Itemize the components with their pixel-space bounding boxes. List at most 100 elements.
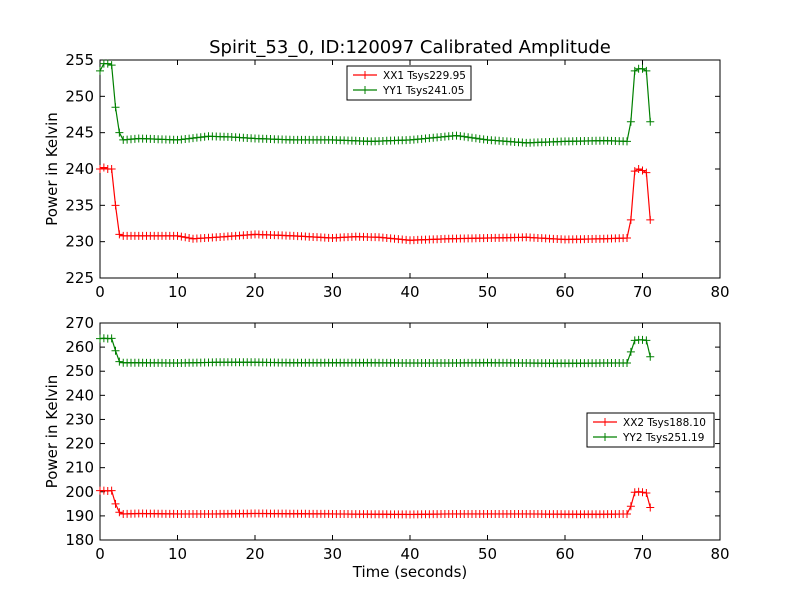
y-axis-label: Power in Kelvin	[43, 112, 61, 226]
data-point-marker	[626, 215, 635, 224]
x-tick-label: 60	[555, 545, 574, 563]
data-point-marker	[479, 135, 488, 144]
y-tick-label: 240	[65, 160, 94, 178]
x-tick-label: 0	[95, 545, 105, 563]
data-point-marker	[464, 133, 473, 142]
x-axis-label: Time (seconds)	[352, 563, 468, 581]
legend-entry-label: YY1 Tsys241.05	[382, 85, 464, 97]
y-tick-label: 230	[65, 410, 94, 428]
data-point-marker	[111, 201, 120, 210]
y-tick-label: 230	[65, 233, 94, 251]
chart-panel-1: 0 10 20 30 40 50 60 70 80 225 230 235 240 245 250 255 Po…	[43, 51, 730, 301]
data-point-marker	[471, 134, 480, 143]
data-point-marker	[177, 232, 186, 241]
series-1	[96, 163, 655, 245]
data-point-marker	[646, 117, 655, 126]
x-tick-label: 40	[400, 545, 419, 563]
data-point-marker	[642, 66, 651, 75]
data-point-marker	[107, 165, 116, 173]
legend-swatch-marker	[601, 418, 609, 426]
data-point-marker	[642, 336, 651, 345]
x-tick-label: 10	[168, 283, 187, 301]
y-tick-label: 220	[65, 435, 94, 453]
y-tick-label: 235	[65, 196, 94, 214]
data-point-marker	[638, 488, 647, 497]
data-point-marker	[623, 234, 631, 243]
data-point-marker	[181, 233, 190, 242]
legend-box	[586, 412, 715, 448]
legend-entry-label: XX1 Tsys229.95	[383, 70, 466, 82]
data-point-marker	[111, 346, 120, 355]
data-point-marker	[185, 234, 194, 243]
data-point-marker	[623, 137, 631, 146]
data-point-marker	[111, 499, 120, 508]
series-2	[96, 59, 655, 147]
x-tick-label: 80	[710, 545, 729, 563]
data-point-marker	[626, 347, 635, 356]
data-point-marker	[468, 133, 476, 142]
x-tick-label: 80	[710, 283, 729, 301]
y-tick-label: 200	[65, 483, 94, 501]
series-2	[96, 334, 655, 368]
data-point-marker	[646, 503, 655, 512]
x-tick-label: 60	[555, 283, 574, 301]
y-axis-label: Power in Kelvin	[43, 375, 61, 489]
legend-entry-label: XX2 Tsys188.10	[623, 417, 706, 429]
y-tick-label: 245	[65, 124, 94, 142]
chart-panels: 0 10 20 30 40 50 60 70 80 225 230 235 240 245 250 255 Po…	[43, 51, 730, 581]
data-point-marker	[99, 163, 108, 172]
x-tick-label: 50	[478, 545, 497, 563]
data-point-marker	[96, 165, 104, 173]
data-point-marker	[626, 502, 635, 511]
data-point-marker	[623, 509, 631, 518]
data-point-marker	[452, 131, 461, 140]
legend-swatch-marker	[361, 86, 369, 94]
legend-entry-label: YY2 Tsys251.19	[622, 432, 704, 444]
figure-title: Spirit_53_0, ID:120097 Calibrated Amplit…	[209, 37, 611, 58]
data-point-marker	[96, 66, 104, 75]
y-tick-label: 250	[65, 87, 94, 105]
data-point-marker	[115, 508, 124, 517]
x-tick-label: 50	[478, 283, 497, 301]
x-tick-label: 10	[168, 545, 187, 563]
x-tick-label: 20	[245, 283, 264, 301]
data-point-marker	[115, 230, 124, 239]
x-tick-label: 70	[633, 283, 652, 301]
y-tick-label: 210	[65, 459, 94, 477]
data-point-marker	[107, 334, 116, 343]
data-point-marker	[107, 61, 116, 70]
x-tick-label: 20	[245, 545, 264, 563]
y-tick-label: 240	[65, 386, 94, 404]
x-tick-label: 30	[323, 283, 342, 301]
data-point-marker	[642, 488, 651, 497]
data-point-marker	[115, 357, 124, 366]
y-tick-label: 270	[65, 314, 94, 332]
x-tick-label: 40	[400, 283, 419, 301]
series-1	[96, 486, 655, 519]
y-tick-label: 190	[65, 507, 94, 525]
data-point-marker	[623, 359, 631, 368]
legend-swatch-marker	[361, 71, 369, 79]
data-point-marker	[456, 132, 465, 141]
y-tick-label: 250	[65, 362, 94, 380]
legend: XX1 Tsys229.95 YY1 Tsys241.05	[346, 65, 472, 101]
chart-panel-2: 0 10 20 30 40 50 60 70 80 180 190 200 210 220 230 240 25…	[43, 314, 730, 581]
data-point-marker	[173, 231, 182, 240]
data-point-marker	[103, 59, 112, 68]
y-tick-label: 225	[65, 269, 94, 287]
x-tick-label: 0	[95, 283, 105, 301]
y-tick-label: 260	[65, 338, 94, 356]
data-point-marker	[111, 103, 120, 112]
data-point-marker	[460, 132, 469, 141]
data-point-marker	[626, 117, 635, 126]
data-point-marker	[646, 215, 655, 224]
x-tick-label: 30	[323, 545, 342, 563]
y-tick-label: 180	[65, 531, 94, 549]
data-point-marker	[115, 128, 124, 137]
legend-box	[346, 65, 472, 101]
data-point-marker	[475, 134, 484, 143]
legend: XX2 Tsys188.10 YY2 Tsys251.19	[586, 412, 715, 448]
x-tick-label: 70	[633, 545, 652, 563]
data-point-marker	[107, 486, 116, 495]
y-tick-label: 255	[65, 51, 94, 69]
